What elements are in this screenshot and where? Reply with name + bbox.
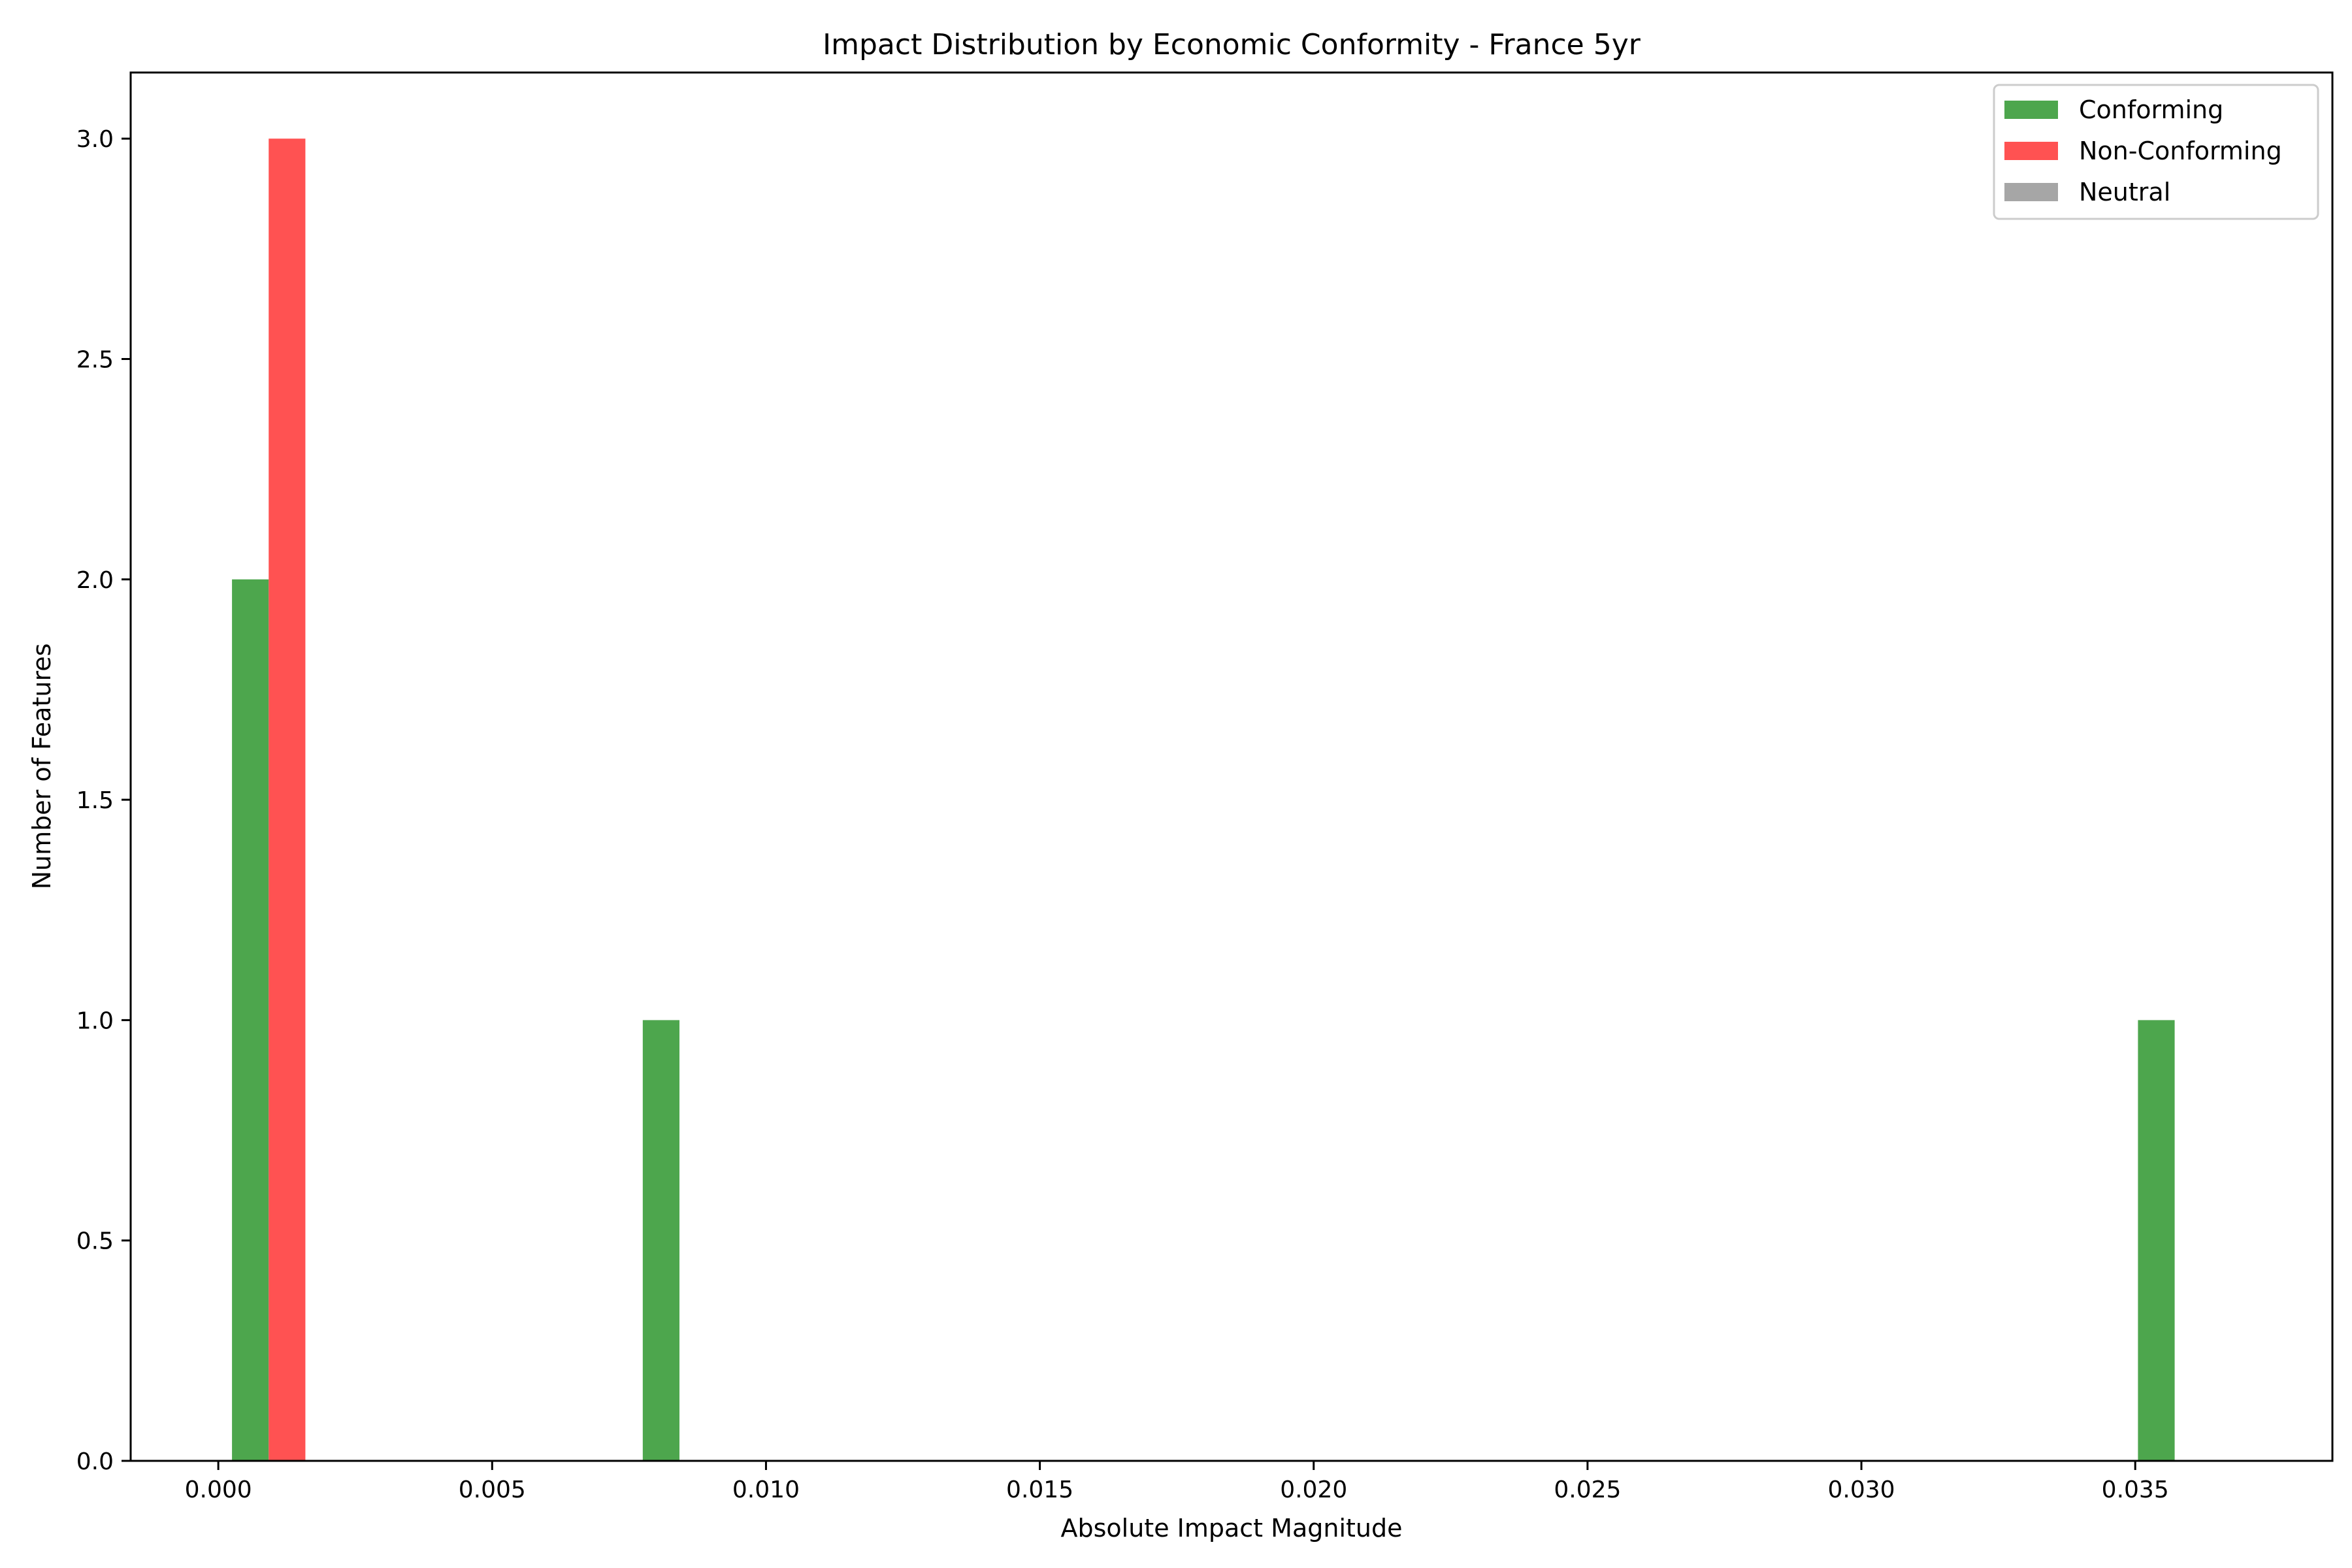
bar-conforming-0 (232, 579, 269, 1461)
y-tick-label: 0.0 (76, 1448, 114, 1475)
plot-frame (129, 71, 2334, 1462)
x-tick-label: 0.030 (1828, 1477, 1895, 1503)
legend: Conforming Non-Conforming Neutral (1993, 84, 2319, 220)
y-tick-label: 2.0 (76, 567, 114, 594)
legend-entries: Conforming Non-Conforming Neutral (2004, 95, 2282, 206)
x-tick-label: 0.015 (1006, 1477, 1073, 1503)
y-axis-label: Number of Features (27, 644, 56, 890)
y-tick-label: 0.5 (76, 1228, 114, 1255)
y-tick-label: 2.5 (76, 346, 114, 373)
x-tick-label: 0.000 (185, 1477, 252, 1503)
y-tick-label: 1.0 (76, 1007, 114, 1034)
bar-conforming-2 (2138, 1020, 2175, 1461)
axes-layer: 0.000 0.005 0.010 0.015 0.020 0.025 0.030 0.035… (76, 126, 2169, 1503)
x-axis-label: Absolute Impact Magnitude (1061, 1514, 1403, 1543)
legend-swatch-neutral (2004, 183, 2058, 201)
bar-non-conforming-0 (269, 139, 306, 1462)
legend-label-neutral: Neutral (2079, 178, 2170, 206)
chart-title: Impact Distribution by Economic Conformi… (823, 28, 1641, 61)
y-tick-label: 1.5 (76, 787, 114, 814)
legend-label-conforming: Conforming (2079, 95, 2223, 124)
legend-label-non-conforming: Non-Conforming (2079, 137, 2282, 165)
x-tick-label: 0.010 (732, 1477, 800, 1503)
x-tick-label: 0.035 (2102, 1477, 2169, 1503)
x-tick-label: 0.020 (1280, 1477, 1347, 1503)
x-tick-label: 0.005 (459, 1477, 526, 1503)
legend-box (1993, 84, 2319, 220)
legend-swatch-conforming (2004, 101, 2058, 119)
legend-swatch-non-conforming (2004, 142, 2058, 160)
x-tick-label: 0.025 (1554, 1477, 1621, 1503)
y-tick-label: 3.0 (76, 126, 114, 153)
bars-layer (232, 139, 2175, 1462)
bar-conforming-1 (642, 1020, 679, 1461)
